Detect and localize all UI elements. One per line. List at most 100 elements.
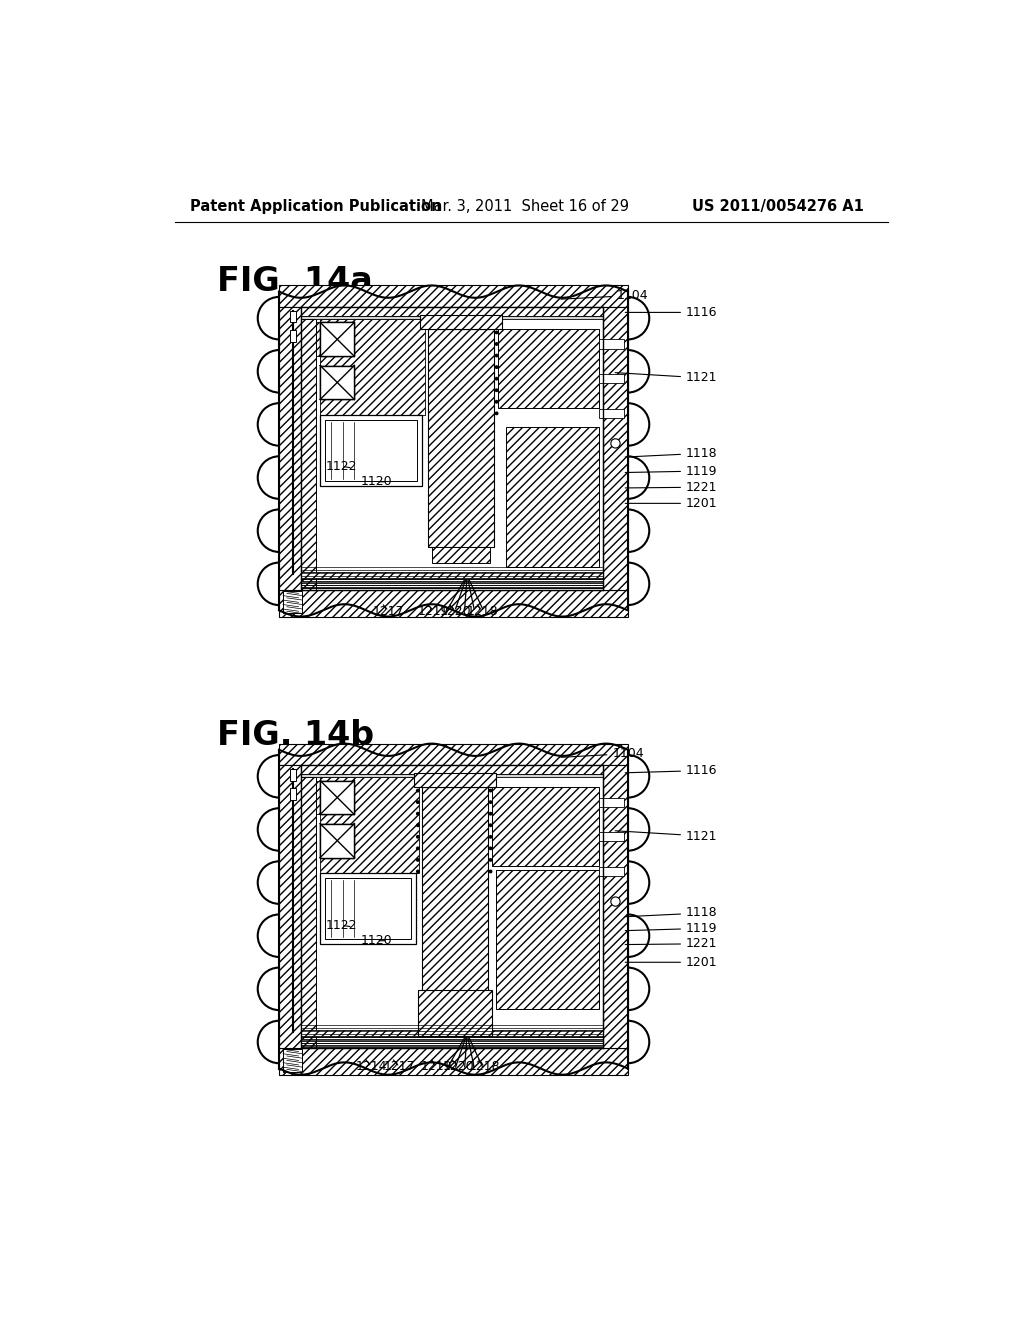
Bar [283, 591, 302, 614]
Text: 1217: 1217 [384, 1060, 416, 1073]
Bar [498, 329, 599, 408]
Text: 1104: 1104 [561, 289, 648, 302]
Text: 1118: 1118 [626, 907, 718, 920]
Bar [321, 777, 420, 874]
Circle shape [488, 834, 493, 838]
Bar [325, 878, 411, 940]
Text: 1119: 1119 [626, 921, 718, 935]
Bar [603, 308, 628, 590]
Bar [599, 374, 624, 383]
Text: 1218: 1218 [467, 605, 499, 618]
Bar [301, 775, 603, 777]
Bar [496, 870, 599, 1010]
Bar [290, 770, 296, 780]
Circle shape [416, 800, 420, 804]
Text: 1116: 1116 [626, 306, 718, 319]
Text: 1221: 1221 [626, 937, 718, 950]
Bar [599, 832, 624, 841]
Bar [422, 787, 488, 1006]
Bar [321, 874, 416, 944]
Text: 1121: 1121 [615, 371, 718, 384]
Text: FIG. 14b: FIG. 14b [217, 719, 374, 752]
Circle shape [416, 812, 420, 816]
Circle shape [495, 354, 499, 358]
Bar [301, 777, 316, 1048]
Bar [290, 330, 296, 342]
Bar [290, 788, 296, 800]
Circle shape [495, 376, 499, 380]
Bar [506, 426, 599, 566]
Bar [321, 780, 354, 814]
Circle shape [495, 342, 499, 346]
Text: 1122: 1122 [326, 919, 357, 932]
Text: 1122: 1122 [326, 459, 357, 473]
Bar [321, 366, 354, 400]
Bar [301, 319, 316, 590]
Bar [321, 824, 354, 858]
Bar [599, 797, 624, 807]
Bar [316, 780, 354, 814]
Bar [321, 780, 354, 814]
Bar [301, 572, 603, 578]
Circle shape [488, 812, 493, 816]
Text: 1120: 1120 [360, 935, 392, 948]
Circle shape [611, 438, 621, 447]
Text: 1118: 1118 [626, 446, 718, 459]
Circle shape [488, 858, 493, 862]
Circle shape [416, 788, 420, 792]
Bar [301, 308, 603, 317]
Text: 1201: 1201 [626, 496, 718, 510]
Bar [428, 329, 495, 548]
Circle shape [488, 800, 493, 804]
Circle shape [416, 846, 420, 850]
Circle shape [495, 400, 499, 404]
Text: 1217: 1217 [373, 605, 404, 618]
Circle shape [488, 870, 493, 874]
Bar [599, 409, 624, 418]
Bar [321, 322, 354, 356]
Bar [283, 1049, 302, 1072]
Circle shape [495, 388, 499, 392]
Bar [414, 774, 496, 787]
Bar [321, 366, 354, 400]
Circle shape [611, 898, 621, 907]
Text: 1120: 1120 [360, 475, 392, 488]
Bar [280, 285, 628, 616]
Bar [280, 743, 628, 766]
Bar [290, 312, 296, 322]
Bar [301, 317, 603, 319]
Circle shape [416, 870, 420, 874]
Text: 1119: 1119 [626, 465, 718, 478]
Bar [280, 308, 301, 590]
Bar [603, 766, 628, 1048]
Text: 1104: 1104 [561, 747, 644, 760]
Text: 1214: 1214 [356, 1060, 387, 1073]
Text: US 2011/0054276 A1: US 2011/0054276 A1 [692, 198, 864, 214]
Circle shape [495, 330, 499, 334]
Bar [321, 319, 425, 416]
Circle shape [416, 858, 420, 862]
Bar [321, 824, 354, 858]
Bar [301, 766, 603, 775]
Bar [325, 420, 417, 482]
Text: 1201: 1201 [626, 956, 718, 969]
Bar [316, 322, 354, 356]
Bar [321, 322, 354, 356]
Text: 1121: 1121 [615, 829, 718, 842]
Text: 1218: 1218 [469, 1060, 501, 1073]
Text: Patent Application Publication: Patent Application Publication [190, 198, 441, 214]
Text: 1219: 1219 [418, 605, 450, 618]
Text: 1220: 1220 [442, 1060, 474, 1073]
Bar [321, 416, 422, 486]
Circle shape [495, 366, 499, 370]
Bar [280, 285, 628, 308]
Text: 1116: 1116 [626, 764, 718, 777]
Circle shape [416, 834, 420, 838]
Bar [432, 548, 490, 562]
Text: Mar. 3, 2011  Sheet 16 of 29: Mar. 3, 2011 Sheet 16 of 29 [421, 198, 629, 214]
Bar [301, 1030, 603, 1036]
Bar [420, 314, 502, 329]
Bar [599, 339, 624, 348]
Circle shape [495, 412, 499, 416]
Bar [493, 787, 599, 866]
